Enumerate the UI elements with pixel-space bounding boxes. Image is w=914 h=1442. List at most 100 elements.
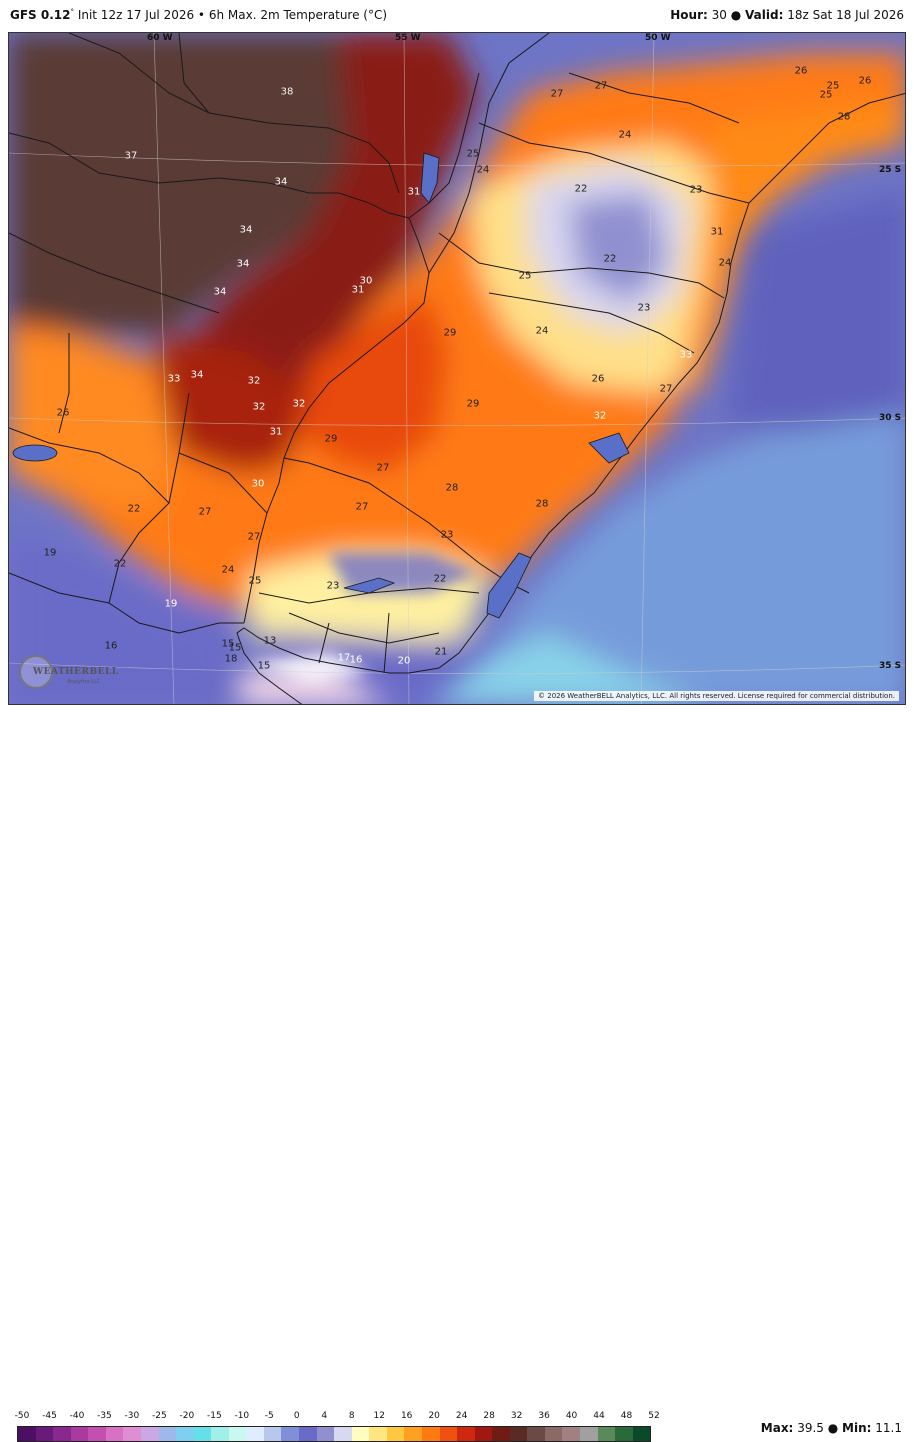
temperature-value-label: 23 (440, 529, 454, 541)
colorbar-tick-label: -40 (69, 1411, 85, 1421)
colorbar-tick-label: 52 (648, 1411, 660, 1421)
colorbar-tick-label: -15 (206, 1411, 222, 1421)
lon-label-60w: 60 W (147, 33, 173, 43)
colorbar-tick-label: 16 (400, 1411, 413, 1421)
separator-dot: ● (730, 8, 742, 22)
lagoons (12, 152, 630, 619)
colorbar-swatch (53, 1427, 71, 1441)
hour-value: 30 (711, 8, 727, 22)
colorbar-swatch (158, 1427, 177, 1441)
colorbar-tick-label: 0 (293, 1411, 300, 1421)
colorbar-labels: -50 -45 -40 -35 -30 -25 -20 -15 -10 -5 0 4 8 12 16 20 24… (14, 1411, 664, 1425)
max-label: Max: (760, 1421, 794, 1435)
temperature-value-label: 27 (198, 506, 212, 518)
temperature-value-label: 27 (659, 383, 673, 395)
product-name: 6h Max. 2m Temperature (°C) (208, 8, 388, 22)
colorbar-swatch (597, 1427, 616, 1441)
colorbar-tick-label: -5 (264, 1411, 274, 1421)
temperature-value-label: 24 (221, 564, 235, 576)
temperature-value-label: 16 (104, 640, 118, 652)
colorbar-swatch (228, 1427, 247, 1441)
temperature-value-label: 26 (591, 373, 605, 385)
colorbar-swatch (615, 1427, 633, 1441)
colorbar-swatch (123, 1427, 141, 1441)
colorbar (17, 1426, 651, 1442)
temperature-value-label: 31 (710, 226, 724, 238)
temperature-map[interactable]: 60 W 55 W 50 W 25 S 30 S 35 S 38 37 34 34 34… (8, 32, 906, 705)
temperature-value-label: 25 (819, 89, 833, 101)
temperature-value-label: 27 (550, 88, 564, 100)
temperature-value-label: 30 (251, 478, 265, 490)
logo-subtext: Analytics LLC (67, 679, 101, 685)
colorbar-tick-label: 40 (565, 1411, 578, 1421)
temperature-value-label: 32 (252, 401, 266, 413)
colorbar-swatch (105, 1427, 124, 1441)
temperature-value-label: 24 (718, 257, 732, 269)
colorbar-swatch (211, 1427, 229, 1441)
lat-label-35s: 35 S (879, 661, 902, 671)
temperature-value-label: 31 (269, 426, 283, 438)
temperature-value-label: 17 (337, 652, 351, 664)
max-min-readout: Max: 39.5 ● Min: 11.1 (761, 1421, 902, 1435)
colorbar-tick-label: -50 (14, 1411, 30, 1421)
colorbar-tick-label: -10 (234, 1411, 250, 1421)
copyright-notice: © 2026 WeatherBELL Analytics, LLC. All r… (534, 691, 899, 701)
colorbar-tick-label: 24 (455, 1411, 468, 1421)
temperature-value-label: 34 (239, 224, 253, 236)
temperature-value-label: 22 (603, 253, 617, 265)
lon-label-50w: 50 W (645, 33, 671, 43)
temperature-value-label: 37 (124, 150, 138, 162)
temperature-value-label: 24 (618, 129, 632, 141)
temperature-value-label: 31 (407, 186, 421, 198)
valid-label: Valid: (745, 8, 784, 22)
colorbar-swatch (35, 1427, 54, 1441)
temperature-value-label: 30 (359, 275, 373, 287)
colorbar-tick-label: -20 (179, 1411, 195, 1421)
temperature-value-label: 27 (594, 80, 608, 92)
colorbar-swatch (580, 1427, 598, 1441)
colorbar-swatch (334, 1427, 352, 1441)
colorbar-swatch (509, 1427, 528, 1441)
temperature-value-label: 13 (263, 635, 277, 647)
temperature-value-label: 27 (247, 531, 261, 543)
min-value: 11.1 (875, 1421, 902, 1435)
temperature-value-label: 28 (837, 111, 851, 123)
logo-text: WEATHERBELL (33, 667, 119, 677)
temperature-value-label: 34 (213, 286, 227, 298)
max-value: 39.5 (797, 1421, 824, 1435)
temperature-value-label: 22 (127, 503, 141, 515)
temperature-value-label: 33 (679, 349, 693, 361)
temperature-value-label: 26 (858, 75, 872, 87)
temperature-value-label: 15 (257, 660, 271, 672)
temperature-value-label: 28 (535, 498, 549, 510)
temperature-value-label: 26 (794, 65, 808, 77)
colorbar-tick-label: -35 (97, 1411, 112, 1421)
model-name: GFS 0.12 (10, 8, 71, 22)
colorbar-swatch (70, 1427, 89, 1441)
temperature-value-label: 27 (376, 462, 390, 474)
temperature-value-label: 23 (326, 580, 340, 592)
temperature-value-label: 15 (221, 638, 235, 650)
colorbar-swatch (527, 1427, 545, 1441)
legend-footer: -50 -45 -40 -35 -30 -25 -20 -15 -10 -5 0 4 8 12 16 20 24… (0, 705, 914, 1442)
colorbar-tick-label: 8 (348, 1411, 355, 1421)
colorbar-swatch (369, 1427, 387, 1441)
temperature-value-label: 25 (826, 80, 840, 92)
colorbar-swatch (492, 1427, 510, 1441)
temperature-value-label: 24 (535, 325, 549, 337)
temperature-value-label: 25 (248, 575, 262, 587)
colorbar-swatch (140, 1427, 159, 1441)
colorbar-swatch (18, 1427, 36, 1441)
graticule (9, 33, 905, 704)
header-title: GFS 0.12° Init 12z 17 Jul 2026 • 6h Max.… (10, 8, 388, 22)
hour-label: Hour: (670, 8, 708, 22)
init-time: Init 12z 17 Jul 2026 (77, 8, 195, 22)
temperature-value-label: 26 (56, 407, 70, 419)
lat-label-30s: 30 S (879, 413, 902, 423)
colorbar-swatch (263, 1427, 282, 1441)
colorbar-tick-label: 36 (538, 1411, 550, 1421)
colorbar-tick-label: -45 (42, 1411, 57, 1421)
temperature-value-label: 21 (434, 646, 448, 658)
temperature-value-label: 19 (164, 598, 178, 610)
temperature-value-label: 38 (280, 86, 294, 98)
